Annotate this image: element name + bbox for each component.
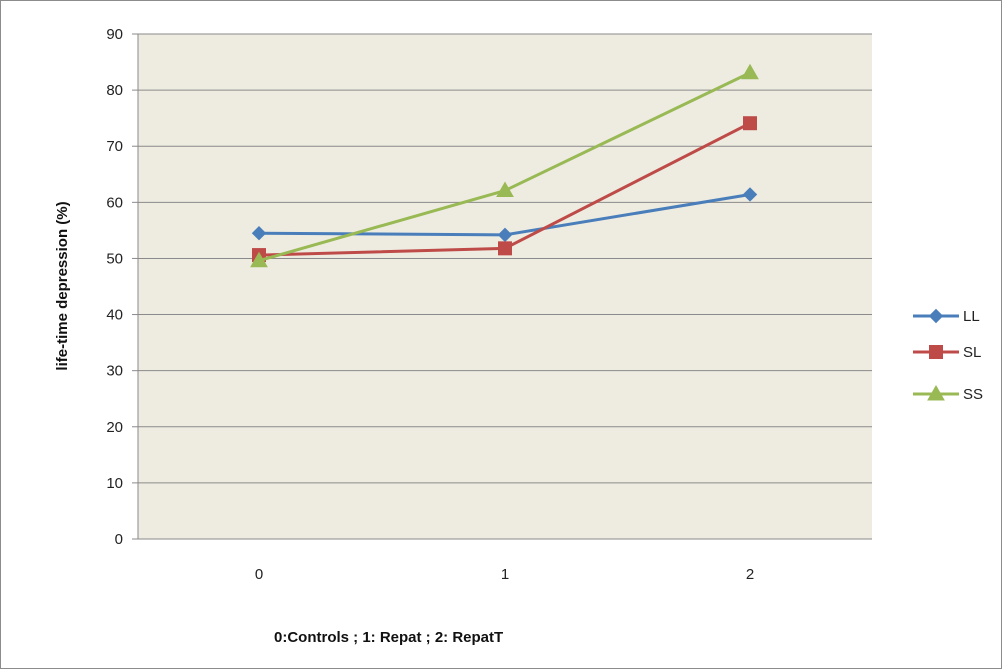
series-LL [251,187,758,243]
legend-item-SL: SL [913,344,981,361]
legend-label-SL: SL [963,344,981,361]
x-axis-title: 0:Controls ; 1: Repat ; 2: RepatT [274,629,503,646]
series-SS [250,63,759,268]
plot-area [138,34,872,539]
point-LL-2 [742,187,758,202]
y-tick-label-40: 40 [106,307,123,324]
legend-item-LL: LL [913,308,980,325]
y-tick-label-0: 0 [115,531,123,548]
y-tick-label-50: 50 [106,250,123,267]
series-layer [250,63,759,268]
x-tick-label-0: 0 [255,566,263,583]
legend-label-LL: LL [963,308,980,325]
legend-marker-SL [929,345,943,359]
y-tick-label-80: 80 [106,82,123,99]
point-SL-2 [743,116,757,131]
y-tick-label-30: 30 [106,363,123,380]
legend-marker-SS [927,384,945,401]
point-SS-1 [496,181,514,198]
point-SS-0 [250,251,268,268]
x-tick-label-2: 2 [746,566,754,583]
y-tick-label-20: 20 [106,419,123,436]
legend-marker-LL [928,308,944,324]
point-SS-2 [741,63,759,80]
y-tick-label-10: 10 [106,475,123,492]
y-tick-label-70: 70 [106,138,123,155]
y-tick-label-90: 90 [106,26,123,43]
y-tick-labels: 0 10 20 30 40 50 60 70 80 90 [106,26,123,548]
y-tick-label-60: 60 [106,194,123,211]
x-tick-labels: 0 1 2 [255,566,754,583]
x-tick-label-1: 1 [501,566,509,583]
axes [132,33,872,540]
legend: LL SL SS [913,308,983,403]
legend-item-SS: SS [913,384,983,403]
legend-label-SS: SS [963,386,983,403]
y-axis-title: life-time depression (%) [54,201,71,370]
point-LL-0 [251,225,267,241]
point-SL-1 [498,241,512,256]
